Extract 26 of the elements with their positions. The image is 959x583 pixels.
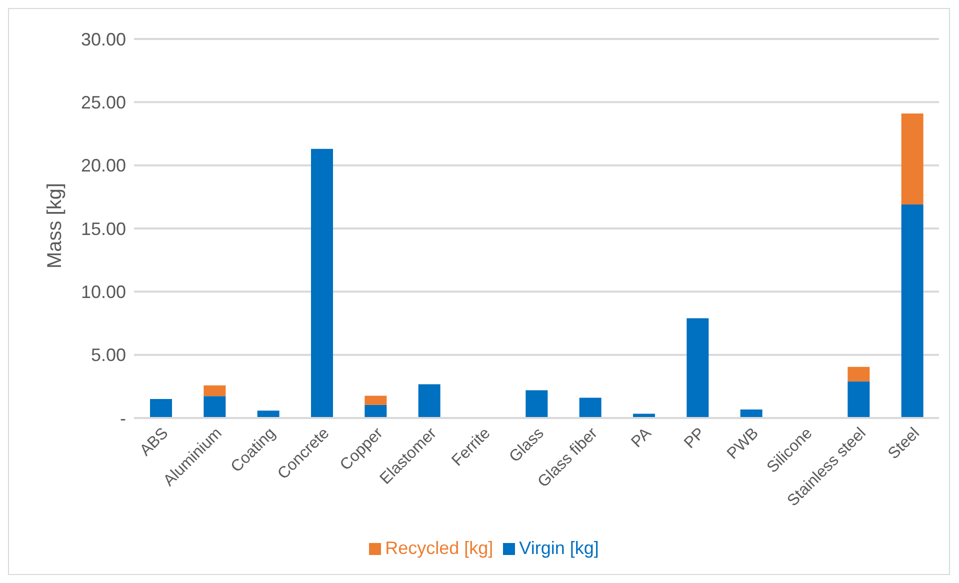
bar	[848, 366, 870, 382]
y-tick-label: 30.00	[80, 29, 126, 50]
bar	[418, 384, 440, 418]
x-tick-label: PP	[681, 424, 708, 452]
bar	[901, 114, 924, 204]
bar	[204, 385, 226, 396]
legend-label: Virgin [kg]	[519, 538, 599, 558]
legend-label: Recycled [kg]	[385, 538, 494, 558]
y-tick-label: 25.00	[80, 92, 126, 113]
bar	[848, 381, 870, 418]
y-tick-label: 15.00	[80, 218, 126, 239]
y-tick-label: -	[120, 408, 126, 428]
bar	[526, 390, 548, 418]
bar	[686, 318, 709, 418]
bar	[204, 396, 226, 418]
bar	[150, 399, 172, 418]
bar	[311, 148, 333, 418]
y-tick-label: 5.00	[90, 345, 126, 366]
y-tick-label: 10.00	[80, 282, 126, 302]
y-axis-title: Mass [kg]	[44, 182, 66, 268]
bar	[364, 404, 387, 418]
x-tick-label: PA	[628, 424, 655, 452]
bar	[579, 398, 602, 418]
y-tick-label: 20.00	[80, 156, 126, 176]
bar	[364, 396, 387, 405]
bar	[901, 204, 924, 418]
